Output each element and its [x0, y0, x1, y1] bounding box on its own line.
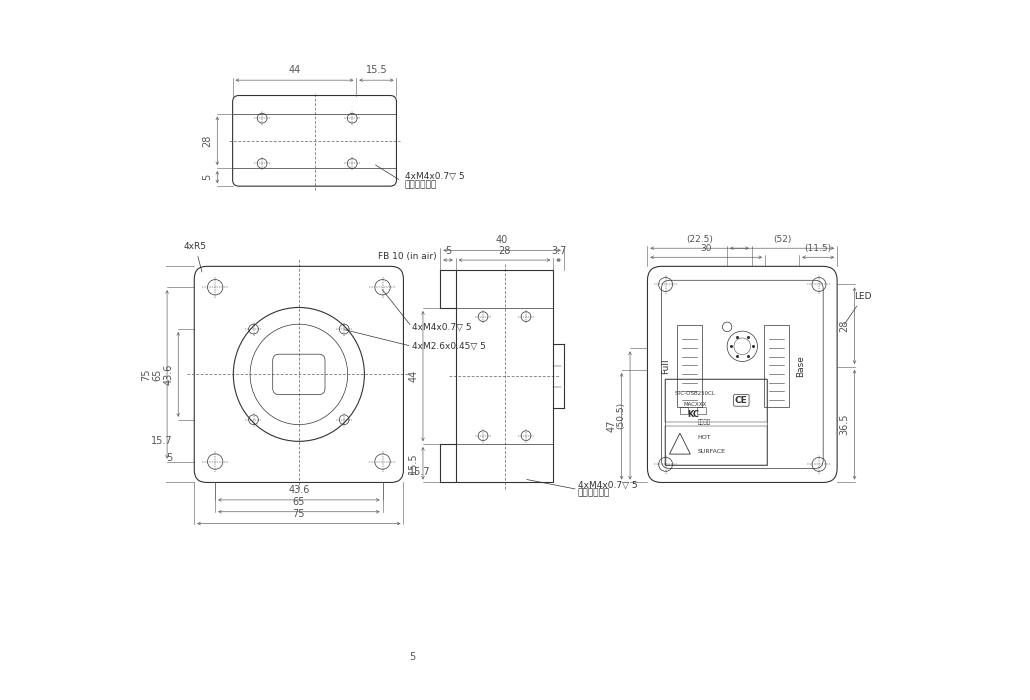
Text: SURFACE: SURFACE: [697, 449, 725, 454]
Text: 対面同一形状: 対面同一形状: [578, 489, 610, 498]
Text: 5: 5: [409, 652, 415, 662]
Text: 44: 44: [408, 370, 418, 382]
Text: (11.5): (11.5): [804, 244, 831, 253]
Text: 5: 5: [167, 453, 173, 463]
Text: 3.7: 3.7: [551, 246, 567, 256]
Text: (50.5): (50.5): [616, 402, 625, 429]
Text: MACXXX: MACXXX: [684, 402, 707, 407]
Text: HOT: HOT: [697, 435, 711, 440]
Bar: [664, 379, 767, 422]
Text: 36.5: 36.5: [839, 414, 850, 435]
Text: 15.7: 15.7: [409, 467, 431, 477]
Text: 75: 75: [293, 509, 305, 519]
Text: 75: 75: [141, 368, 151, 381]
Bar: [664, 379, 767, 466]
Bar: [680, 407, 688, 414]
Bar: [697, 407, 706, 414]
Text: 43.6: 43.6: [164, 364, 173, 385]
Text: 30: 30: [700, 244, 712, 253]
Text: 44: 44: [288, 65, 301, 76]
Text: 47: 47: [607, 420, 617, 433]
Text: STC-OSB250CL: STC-OSB250CL: [675, 391, 716, 396]
Text: 5: 5: [445, 246, 451, 256]
Text: 高温注意: 高温注意: [697, 419, 711, 425]
Text: (22.5): (22.5): [686, 235, 713, 244]
FancyBboxPatch shape: [195, 266, 404, 482]
FancyBboxPatch shape: [648, 266, 837, 482]
Text: LED: LED: [845, 292, 872, 325]
Text: 65: 65: [152, 368, 162, 381]
Text: KC: KC: [687, 410, 699, 419]
Text: 対面同一形状: 対面同一形状: [405, 181, 437, 189]
Text: Base: Base: [796, 355, 804, 377]
Text: 43.6: 43.6: [288, 485, 310, 495]
Bar: [764, 325, 789, 407]
Text: 65: 65: [293, 497, 305, 507]
Text: 4xM2.6x0.45▽ 5: 4xM2.6x0.45▽ 5: [412, 342, 486, 351]
FancyBboxPatch shape: [233, 95, 397, 186]
Text: CE: CE: [735, 395, 748, 405]
Bar: [664, 426, 767, 466]
Text: Full: Full: [661, 358, 670, 374]
Text: 15.5: 15.5: [366, 65, 387, 76]
Bar: [677, 325, 701, 407]
Text: 5: 5: [203, 174, 212, 180]
Text: 28: 28: [499, 246, 511, 256]
Text: 40: 40: [496, 235, 508, 246]
Text: 28: 28: [203, 134, 212, 147]
Text: 4xM4x0.7▽ 5: 4xM4x0.7▽ 5: [412, 323, 472, 331]
Bar: [455, 270, 553, 482]
Text: (52): (52): [772, 235, 791, 244]
Text: 4xM4x0.7▽ 5: 4xM4x0.7▽ 5: [405, 172, 465, 181]
Text: 4xR5: 4xR5: [183, 242, 207, 272]
Text: 4xM4x0.7▽ 5: 4xM4x0.7▽ 5: [578, 480, 638, 489]
Text: FB 10 (in air): FB 10 (in air): [378, 253, 437, 262]
Text: 15.7: 15.7: [151, 435, 173, 446]
Text: 28: 28: [839, 319, 850, 332]
Text: 15.5: 15.5: [408, 452, 418, 474]
